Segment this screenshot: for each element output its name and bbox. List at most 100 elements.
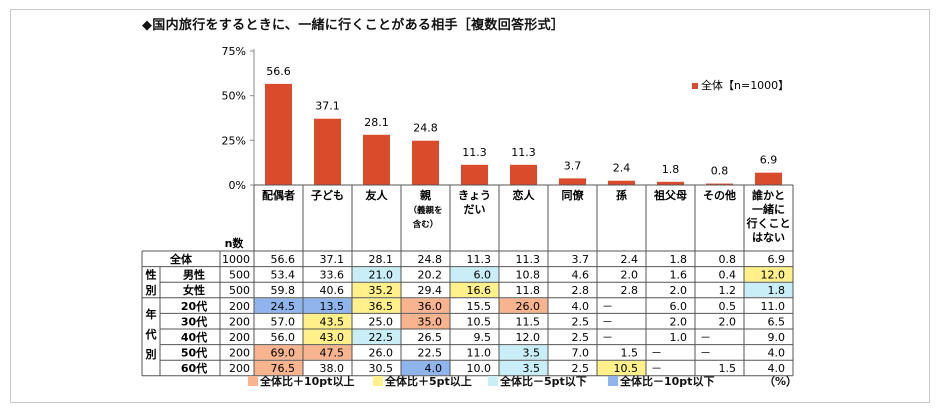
table-cell: 2.5 — [572, 362, 590, 375]
bar-data-label: 6.9 — [760, 154, 778, 167]
bar-data-label: 1.8 — [662, 163, 680, 176]
table-cell: 4.0 — [768, 347, 786, 360]
bar-data-label: 56.6 — [266, 65, 291, 78]
table-cell: 4.0 — [572, 300, 590, 313]
table-cell: 30.5 — [369, 362, 394, 375]
group-label-gender: 性 — [146, 268, 157, 282]
bar — [657, 181, 684, 185]
category-header-label: 含む） — [412, 219, 439, 230]
table-cell: 2.0 — [621, 269, 639, 282]
table-cell: 20.2 — [418, 269, 443, 282]
legend-label: 全体比－10pt以下 — [620, 375, 715, 388]
unit-label: （%） — [764, 375, 798, 388]
row-label: 男性 — [183, 268, 205, 282]
highlight-cell — [450, 267, 499, 282]
highlight-cell — [352, 267, 401, 282]
bar-data-label: 37.1 — [315, 100, 340, 113]
legend-swatch — [608, 376, 618, 386]
highlight-legend: 全体比＋10pt以上 全体比＋5pt以上 全体比－5pt以下 全体比－10pt以下 — [240, 373, 800, 389]
table-cell: 3.5 — [523, 347, 541, 360]
table-cell: 4.6 — [572, 269, 590, 282]
highlight-cell — [254, 345, 303, 360]
legend-label: 全体比＋5pt以上 — [385, 375, 472, 388]
table-cell: 2.5 — [572, 331, 590, 344]
table-cell: 36.5 — [369, 300, 394, 313]
category-header-label: きょう — [458, 189, 491, 202]
table-cell: 3.5 — [523, 362, 541, 375]
bar — [314, 118, 341, 185]
table-cell: 9.0 — [768, 331, 786, 344]
highlight-cell — [744, 267, 793, 282]
legend-item-minus5: 全体比－5pt以下 — [488, 373, 587, 389]
table-cell: 2.0 — [670, 315, 688, 328]
legend-label: 全体比－5pt以下 — [500, 375, 587, 388]
table-cell: 43.0 — [320, 331, 345, 344]
table-cell: 0.5 — [719, 300, 737, 313]
series-legend-swatch — [692, 83, 698, 89]
table-cell: 33.6 — [320, 269, 345, 282]
table-cell: 1.8 — [670, 253, 688, 266]
legend-item-minus10: 全体比－10pt以下 — [608, 373, 714, 389]
table-cell: 43.5 — [320, 315, 345, 328]
table-cell: 0.8 — [719, 253, 737, 266]
table-cell: 26.0 — [516, 300, 541, 313]
table-cell: － — [651, 362, 662, 375]
table-cell: 0.4 — [719, 269, 737, 282]
legend-item-plus5: 全体比＋5pt以上 — [373, 373, 472, 389]
legend-swatch — [373, 376, 383, 386]
bar-data-label: 2.4 — [613, 162, 631, 175]
bar-data-label: 11.3 — [462, 146, 487, 159]
highlight-cell — [303, 345, 352, 360]
table-cell: 36.0 — [418, 300, 443, 313]
bar — [363, 134, 390, 185]
bar-data-label: 11.3 — [511, 146, 536, 159]
bar — [412, 140, 439, 185]
bar-data-label: 0.8 — [711, 165, 729, 178]
table-cell: 10.0 — [467, 362, 492, 375]
table-cell: 29.4 — [418, 284, 443, 297]
table-cell: 2.8 — [621, 284, 639, 297]
table-cell: 26.5 — [418, 331, 443, 344]
category-header-label: 友人 — [366, 188, 389, 202]
series-legend-label: 全体【n=1000】 — [701, 78, 789, 92]
table-cell: 40.6 — [320, 284, 345, 297]
table-cell: 2.5 — [572, 315, 590, 328]
highlight-cell — [450, 282, 499, 298]
highlight-cell — [401, 298, 450, 313]
table-cell: － — [602, 300, 613, 313]
table-cell: 37.1 — [320, 253, 345, 266]
table-cell: 57.0 — [271, 315, 296, 328]
highlight-cell — [303, 313, 352, 329]
highlight-cell — [303, 298, 352, 313]
highlight-cell — [401, 360, 450, 376]
group-label-age: 年 — [146, 307, 157, 321]
table-cell: 56.6 — [271, 253, 296, 266]
table-cell: 12.0 — [761, 269, 786, 282]
bar — [706, 183, 733, 185]
table-cell: 25.0 — [369, 315, 394, 328]
row-label: 女性 — [183, 283, 205, 297]
table-cell: － — [602, 331, 613, 344]
highlight-cell — [499, 298, 548, 313]
table-cell: 35.0 — [418, 315, 443, 328]
row-n: 200 — [229, 362, 250, 375]
category-header-label: 祖父母 — [653, 188, 687, 202]
table-cell: － — [700, 331, 711, 344]
y-tick-label: 50% — [222, 90, 246, 103]
bar-data-label: 24.8 — [413, 122, 438, 135]
group-label-age: 代 — [145, 327, 157, 341]
table-cell: 22.5 — [418, 347, 443, 360]
bar-data-label: 3.7 — [564, 159, 582, 172]
row-n: 500 — [229, 284, 250, 297]
highlight-cell — [352, 282, 401, 298]
table-cell: 12.0 — [516, 331, 541, 344]
table-cell: 6.0 — [474, 269, 492, 282]
table-cell: 2.4 — [621, 253, 639, 266]
highlight-cell — [597, 360, 646, 376]
table-cell: 13.5 — [320, 300, 345, 313]
row-n: 200 — [229, 331, 250, 344]
table-cell: 1.5 — [621, 347, 639, 360]
bar — [559, 178, 586, 185]
